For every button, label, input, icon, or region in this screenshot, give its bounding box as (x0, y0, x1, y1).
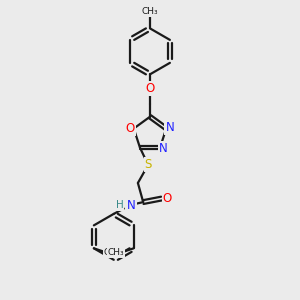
Text: CH₃: CH₃ (103, 248, 120, 257)
Text: S: S (145, 158, 152, 171)
Text: CH₃: CH₃ (142, 7, 158, 16)
Text: O: O (146, 82, 154, 95)
Text: N: N (159, 142, 168, 155)
Text: N: N (127, 199, 136, 212)
Text: O: O (126, 122, 135, 135)
Text: N: N (165, 122, 174, 134)
Text: O: O (163, 192, 172, 205)
Text: H: H (116, 200, 124, 210)
Text: CH₃: CH₃ (107, 248, 124, 257)
